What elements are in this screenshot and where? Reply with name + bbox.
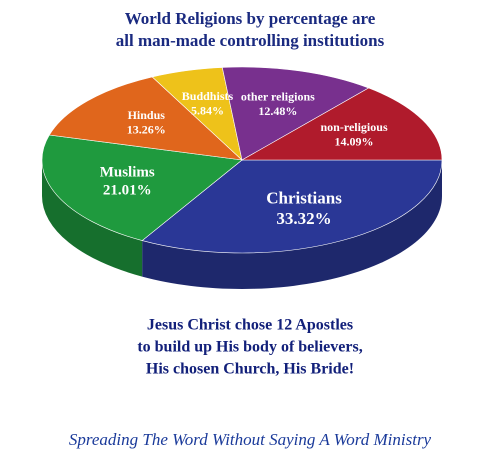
slice-value-label: 12.48% bbox=[258, 104, 297, 118]
slice-value-label: 5.84% bbox=[191, 104, 224, 118]
pie-slice bbox=[48, 76, 243, 161]
pie-slice bbox=[41, 134, 243, 241]
slice-label: Buddhists bbox=[182, 89, 234, 103]
slice-label: other religions bbox=[241, 89, 315, 103]
footer: Spreading The Word Without Saying A Word… bbox=[69, 430, 432, 449]
annotation: Jesus Christ chose 12 Apostles bbox=[147, 317, 353, 334]
pie-slice bbox=[141, 159, 443, 254]
pie-slice bbox=[221, 66, 370, 161]
pie-side bbox=[42, 160, 143, 277]
slice-label: Christians bbox=[266, 189, 342, 208]
slice-value-label: 13.26% bbox=[127, 122, 166, 136]
slice-value-label: 14.09% bbox=[335, 134, 374, 148]
annotation: His chosen Church, His Bride! bbox=[146, 361, 354, 378]
pie-side bbox=[142, 160, 442, 290]
slice-value-label: 33.32% bbox=[276, 209, 331, 228]
chart-title: all man-made controlling institutions bbox=[116, 31, 385, 50]
slice-label: Muslims bbox=[100, 164, 155, 180]
annotation: to build up His body of believers, bbox=[137, 339, 362, 356]
slice-label: non-religious bbox=[320, 120, 387, 134]
slice-value-label: 21.01% bbox=[103, 182, 152, 198]
pie-slice bbox=[240, 87, 443, 161]
slice-label: Hindus bbox=[128, 108, 166, 122]
chart-title: World Religions by percentage are bbox=[125, 9, 376, 28]
